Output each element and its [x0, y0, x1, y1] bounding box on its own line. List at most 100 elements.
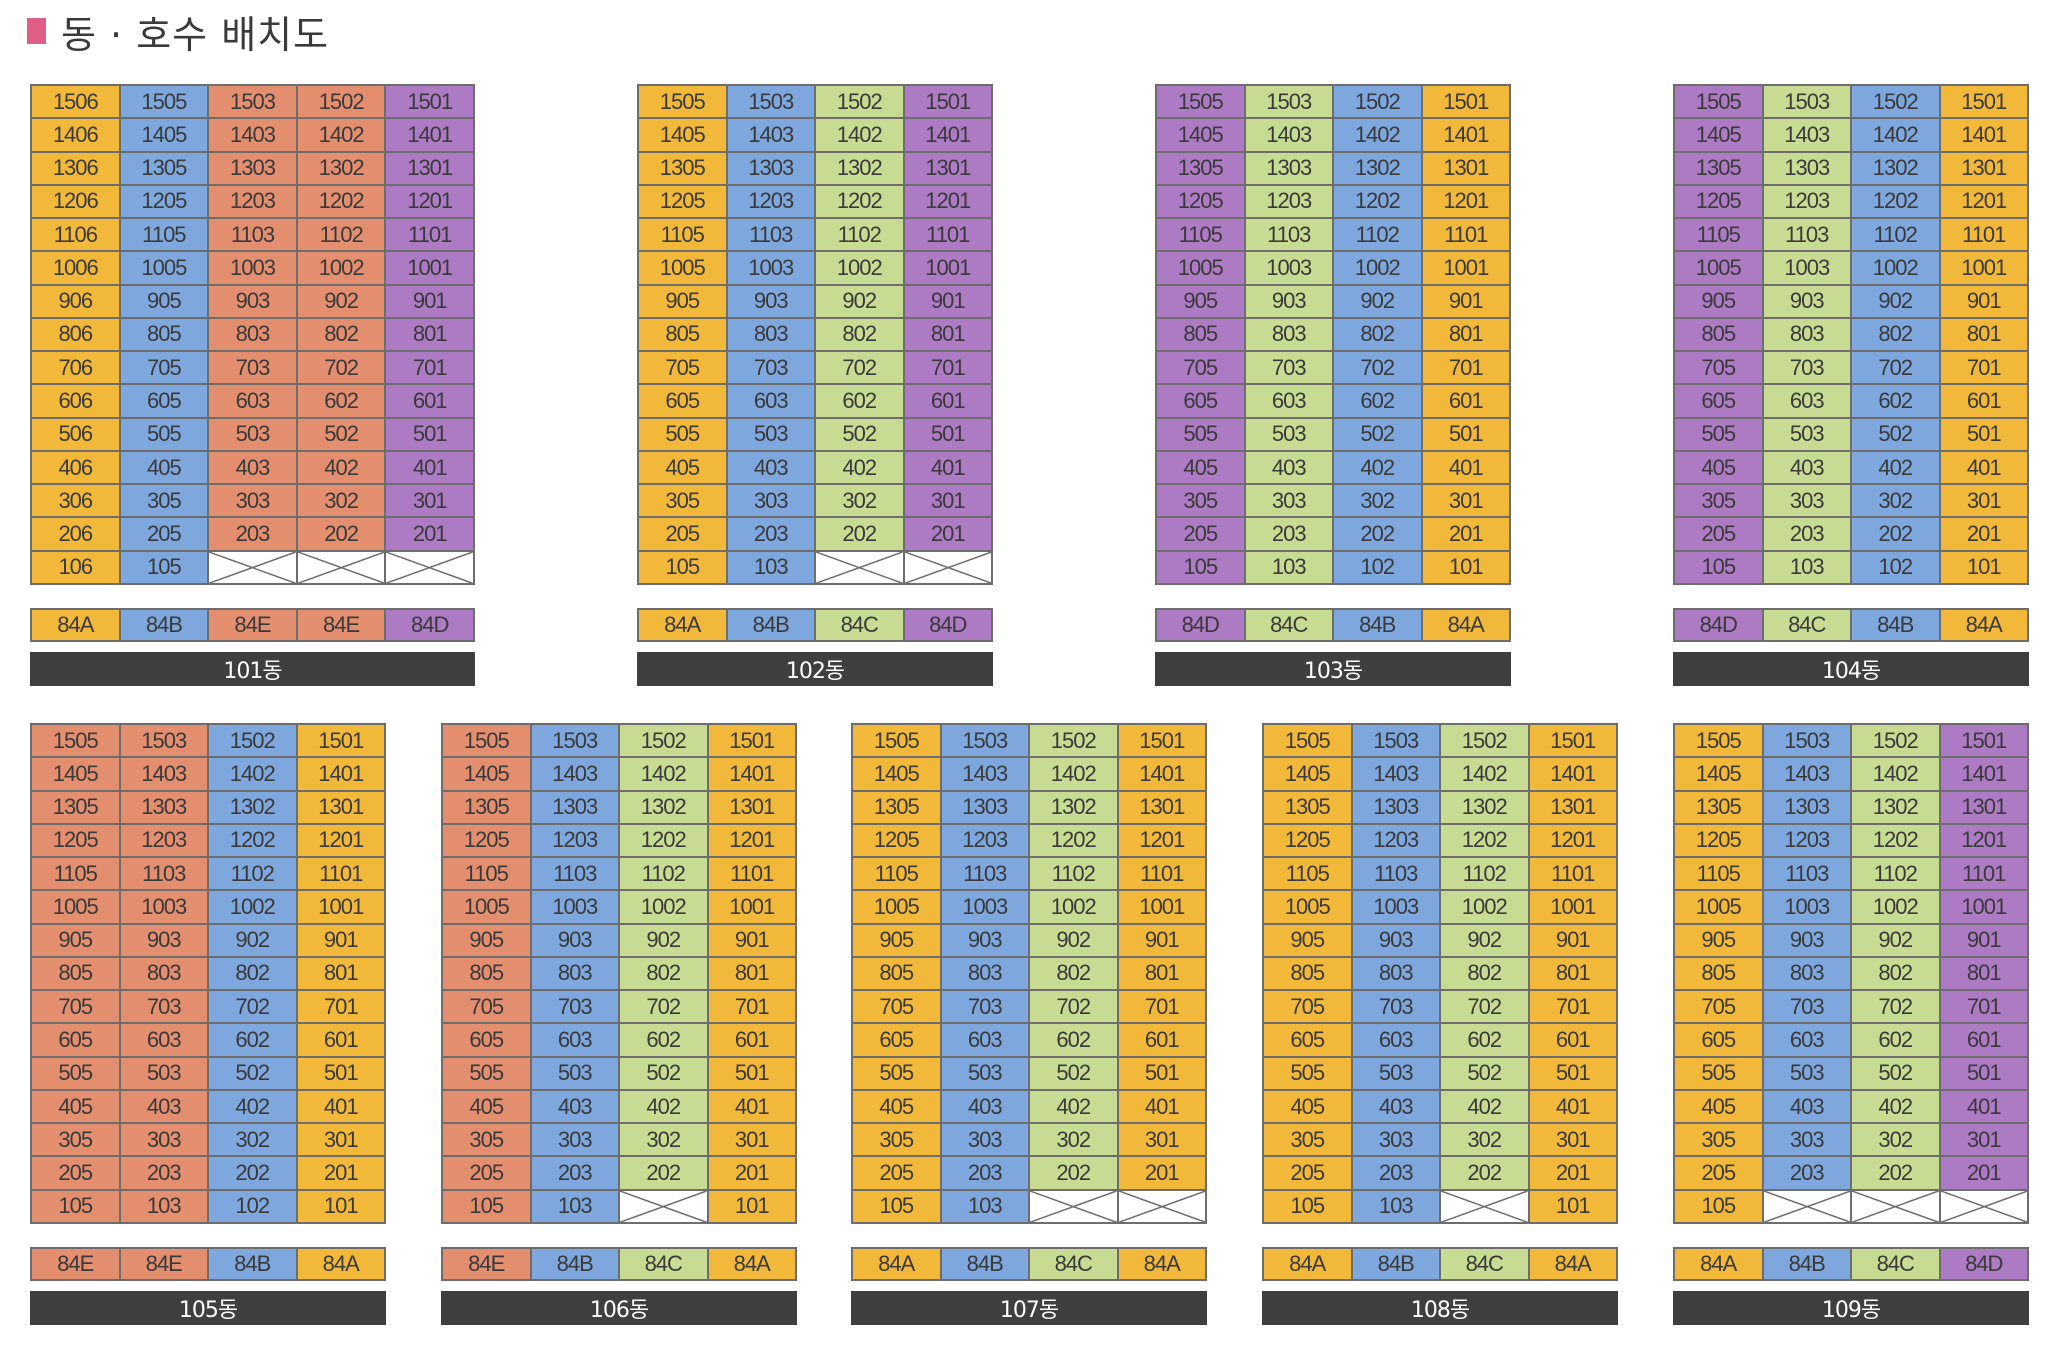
unit-cell: 303 [1244, 484, 1333, 518]
unit-cell: 802 [815, 317, 904, 352]
unit-cell: 703 [1762, 990, 1851, 1024]
unit-cell: 605 [442, 1023, 531, 1057]
unit-cell: 603 [208, 384, 297, 418]
unit-cell: 201 [385, 517, 474, 551]
unit-cell: 303 [1762, 1123, 1851, 1157]
empty-unit-slot [1851, 1189, 1940, 1223]
unit-cell: 701 [1939, 351, 2028, 385]
unit-cell: 105 [638, 550, 727, 584]
unit-type-label: 84A [1674, 1248, 1763, 1280]
unit-cell: 501 [1939, 417, 2028, 451]
unit-cell: 1003 [530, 890, 619, 924]
unit-cell: 1102 [1029, 857, 1118, 891]
unit-cell: 503 [1762, 417, 1851, 451]
unit-cell: 703 [119, 990, 208, 1024]
unit-cell: 1303 [208, 151, 297, 185]
unit-cell: 105 [442, 1189, 531, 1223]
unit-cell: 1305 [442, 790, 531, 824]
unit-cell: 301 [385, 484, 474, 518]
unit-cell: 1105 [1156, 218, 1245, 252]
unit-cell: 305 [1674, 484, 1763, 518]
unit-cell: 601 [296, 1023, 385, 1057]
unit-cell: 1002 [296, 251, 386, 285]
unit-cell: 305 [852, 1123, 941, 1157]
unit-cell: 402 [815, 450, 904, 485]
unit-cell: 805 [119, 317, 209, 352]
unit-cell: 902 [296, 284, 386, 318]
unit-cell: 1403 [940, 757, 1029, 791]
unit-cell: 902 [619, 923, 708, 957]
unit-type-label: 84B [1851, 609, 1940, 641]
unit-cell: 501 [1421, 417, 1510, 451]
unit-cell: 205 [638, 517, 727, 551]
unit-type-label: 84A [1939, 609, 2028, 641]
unit-cell: 1101 [707, 857, 796, 891]
unit-cell: 1302 [619, 790, 708, 824]
unit-cell: 302 [1440, 1123, 1529, 1157]
unit-cell: 1203 [940, 823, 1029, 858]
unit-cell: 1401 [1528, 757, 1617, 791]
unit-cell: 1102 [208, 857, 297, 891]
unit-cell: 605 [31, 1023, 120, 1057]
unit-cell: 1402 [1333, 118, 1422, 152]
unit-cell: 301 [1117, 1123, 1206, 1157]
unit-cell: 505 [638, 417, 727, 451]
unit-cell: 903 [530, 923, 619, 957]
unit-cell: 1406 [31, 118, 120, 152]
unit-cell: 403 [119, 1089, 208, 1124]
unit-cell: 1505 [1674, 724, 1763, 758]
unit-cell: 405 [119, 450, 209, 485]
unit-cell: 501 [1117, 1056, 1206, 1090]
unit-cell: 403 [1244, 450, 1333, 485]
unit-cell: 903 [208, 284, 297, 318]
unit-cell: 402 [296, 450, 386, 485]
unit-cell: 1505 [638, 85, 727, 119]
unit-cell: 302 [1851, 484, 1940, 518]
unit-cell: 1306 [31, 151, 120, 185]
unit-cell: 505 [852, 1056, 941, 1090]
unit-type-label: 84D [1939, 1248, 2028, 1280]
unit-cell: 103 [119, 1189, 208, 1223]
unit-cell: 1103 [530, 857, 619, 891]
unit-cell: 705 [1674, 351, 1763, 385]
unit-cell: 1301 [1421, 151, 1510, 185]
unit-cell: 705 [1674, 990, 1763, 1024]
unit-type-label: 84C [1440, 1248, 1529, 1280]
unit-cell: 602 [815, 384, 904, 418]
unit-type-row: 84E 84E 84B 84A [30, 1247, 386, 1281]
unit-cell: 203 [1244, 517, 1333, 551]
unit-cell: 105 [31, 1189, 120, 1223]
unit-cell: 1402 [208, 757, 297, 791]
unit-type-label: 84B [1351, 1248, 1440, 1280]
unit-cell: 1501 [1117, 724, 1206, 758]
unit-type-label: 84D [385, 609, 474, 641]
unit-cell: 305 [1674, 1123, 1763, 1157]
unit-cell: 1106 [31, 218, 120, 252]
empty-unit-slot [1117, 1189, 1206, 1223]
unit-cell: 1205 [852, 823, 941, 858]
unit-cell: 1205 [1674, 823, 1763, 858]
unit-cell: 203 [530, 1156, 619, 1190]
building-name-bar: 108동 [1262, 1291, 1618, 1325]
unit-cell: 701 [296, 990, 385, 1024]
unit-cell: 701 [903, 351, 992, 385]
unit-cell: 1101 [1117, 857, 1206, 891]
unit-cell: 405 [442, 1089, 531, 1124]
unit-cell: 1003 [208, 251, 297, 285]
unit-cell: 401 [1939, 1089, 2028, 1124]
unit-cell: 1005 [31, 890, 120, 924]
unit-cell: 601 [1117, 1023, 1206, 1057]
unit-type-row: 84E 84B 84C 84A [441, 1247, 797, 1281]
unit-cell: 801 [296, 956, 385, 991]
unit-cell: 1505 [119, 85, 209, 119]
unit-cell: 801 [1528, 956, 1617, 991]
unit-type-label: 84A [1117, 1248, 1206, 1280]
unit-cell: 301 [1528, 1123, 1617, 1157]
unit-cell: 301 [1939, 484, 2028, 518]
unit-cell: 602 [1029, 1023, 1118, 1057]
unit-cell: 1102 [1440, 857, 1529, 891]
unit-cell: 805 [1674, 956, 1763, 991]
page-title-text: 동 · 호수 배치도 [61, 12, 330, 57]
unit-type-row: 84A 84B 84C 84D [1673, 1247, 2029, 1281]
unit-grid: 1506 1505 1503 1502 1501 1406 1405 1403 1402 1401… [30, 84, 475, 585]
